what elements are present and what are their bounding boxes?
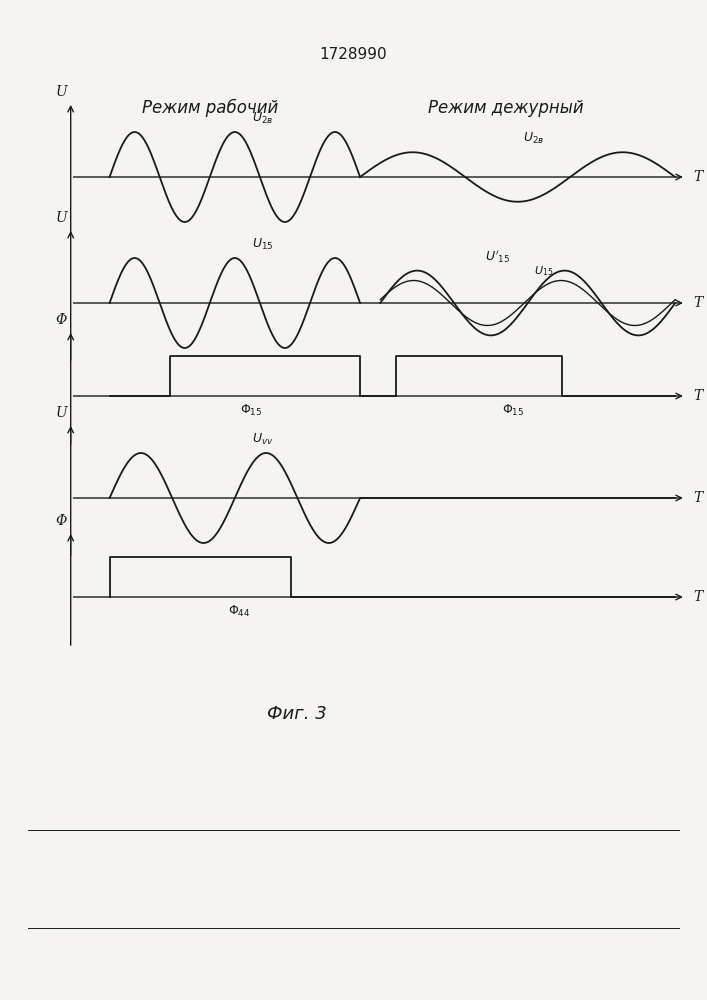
Text: Φ: Φ [56,313,67,327]
Text: T: T [693,296,702,310]
Text: $\Phi_{15}$: $\Phi_{15}$ [503,403,525,418]
Text: Режим рабочий: Режим рабочий [142,99,279,117]
Text: U: U [55,85,67,99]
Text: T: T [693,170,702,184]
Text: $U_{2в}$: $U_{2в}$ [252,111,274,126]
Text: Режим дежурный: Режим дежурный [428,99,583,117]
Text: $\Phi_{44}$: $\Phi_{44}$ [228,604,250,619]
Text: U: U [55,211,67,225]
Text: $U_{2в}$: $U_{2в}$ [523,131,544,146]
Text: $U_{vv}$: $U_{vv}$ [252,432,274,447]
Text: Φ: Φ [56,514,67,528]
Text: 1728990: 1728990 [320,47,387,62]
Text: $U'_{15}$: $U'_{15}$ [485,248,510,265]
Text: $\Phi_{15}$: $\Phi_{15}$ [240,403,262,418]
Text: $U_{15}$: $U_{15}$ [534,264,553,277]
Text: T: T [693,389,702,403]
Text: U: U [55,406,67,420]
Text: Фиг. 3: Фиг. 3 [267,705,327,723]
Text: T: T [693,491,702,505]
Text: $U_{15}$: $U_{15}$ [252,237,274,252]
Text: T: T [693,590,702,604]
